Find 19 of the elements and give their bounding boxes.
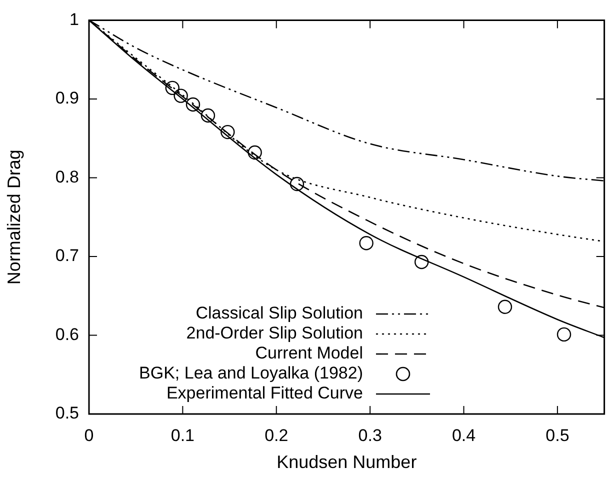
- x-tick-label: 0: [84, 426, 94, 445]
- legend-label: Current Model: [255, 344, 363, 363]
- x-tick-label: 0.4: [452, 426, 476, 445]
- y-tick-label: 1: [70, 10, 79, 29]
- x-tick-label: 0.5: [546, 426, 570, 445]
- y-tick-label: 0.5: [55, 404, 79, 423]
- y-tick-label: 0.7: [55, 246, 79, 266]
- legend-label: Classical Slip Solution: [196, 304, 363, 323]
- x-tick-label: 0.3: [358, 426, 382, 445]
- x-axis-title: Knudsen Number: [276, 452, 417, 472]
- y-tick-label: 0.8: [55, 167, 79, 186]
- legend-label: BGK; Lea and Loyalka (1982): [139, 364, 363, 383]
- y-tick-label: 0.9: [55, 88, 79, 108]
- x-tick-label: 0.2: [264, 426, 288, 445]
- y-axis-title: Normalized Drag: [4, 150, 24, 285]
- x-tick-label: 0.1: [170, 426, 195, 445]
- y-tick-label: 0.6: [55, 324, 79, 344]
- legend-label: Experimental Fitted Curve: [166, 384, 363, 403]
- legend-label: 2nd-Order Slip Solution: [186, 324, 363, 343]
